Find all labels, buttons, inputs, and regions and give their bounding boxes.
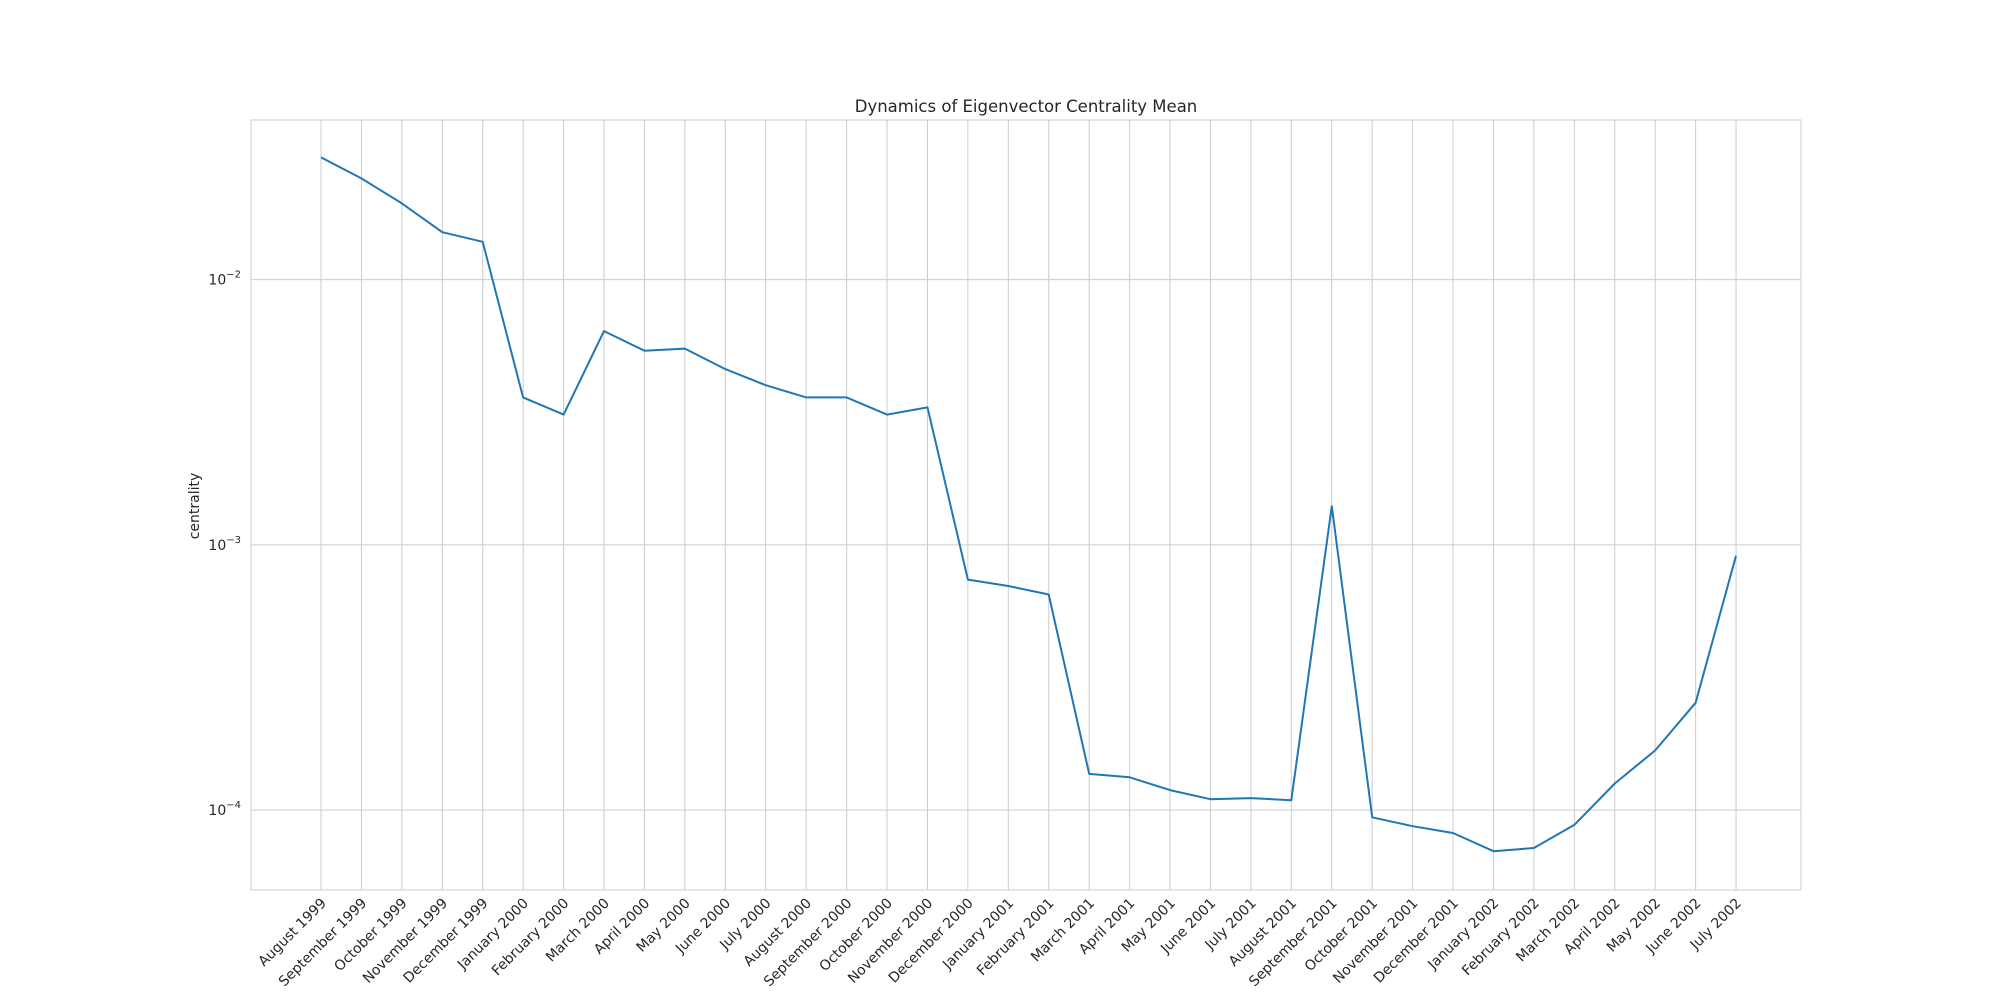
y-gridlines — [251, 279, 1801, 811]
plot-frame — [250, 119, 1802, 891]
x-tick-label: January 2000 — [454, 896, 532, 974]
x-tick-label: August 1999 — [256, 896, 330, 970]
y-tick-labels: 10−2 10−3 10−4 — [208, 270, 241, 819]
x-gridlines — [320, 120, 1737, 890]
y-tick-label: 10−2 — [208, 270, 241, 289]
x-tick-label: January 2001 — [939, 896, 1017, 974]
x-tick-label: January 2002 — [1424, 896, 1502, 974]
y-tick-label: 10−3 — [208, 535, 241, 554]
y-tick-label: 10−4 — [208, 800, 241, 819]
y-axis-label: centrality — [187, 473, 203, 540]
series-line — [320, 156, 1737, 853]
chart-title: Dynamics of Eigenvector Centrality Mean — [855, 97, 1198, 116]
